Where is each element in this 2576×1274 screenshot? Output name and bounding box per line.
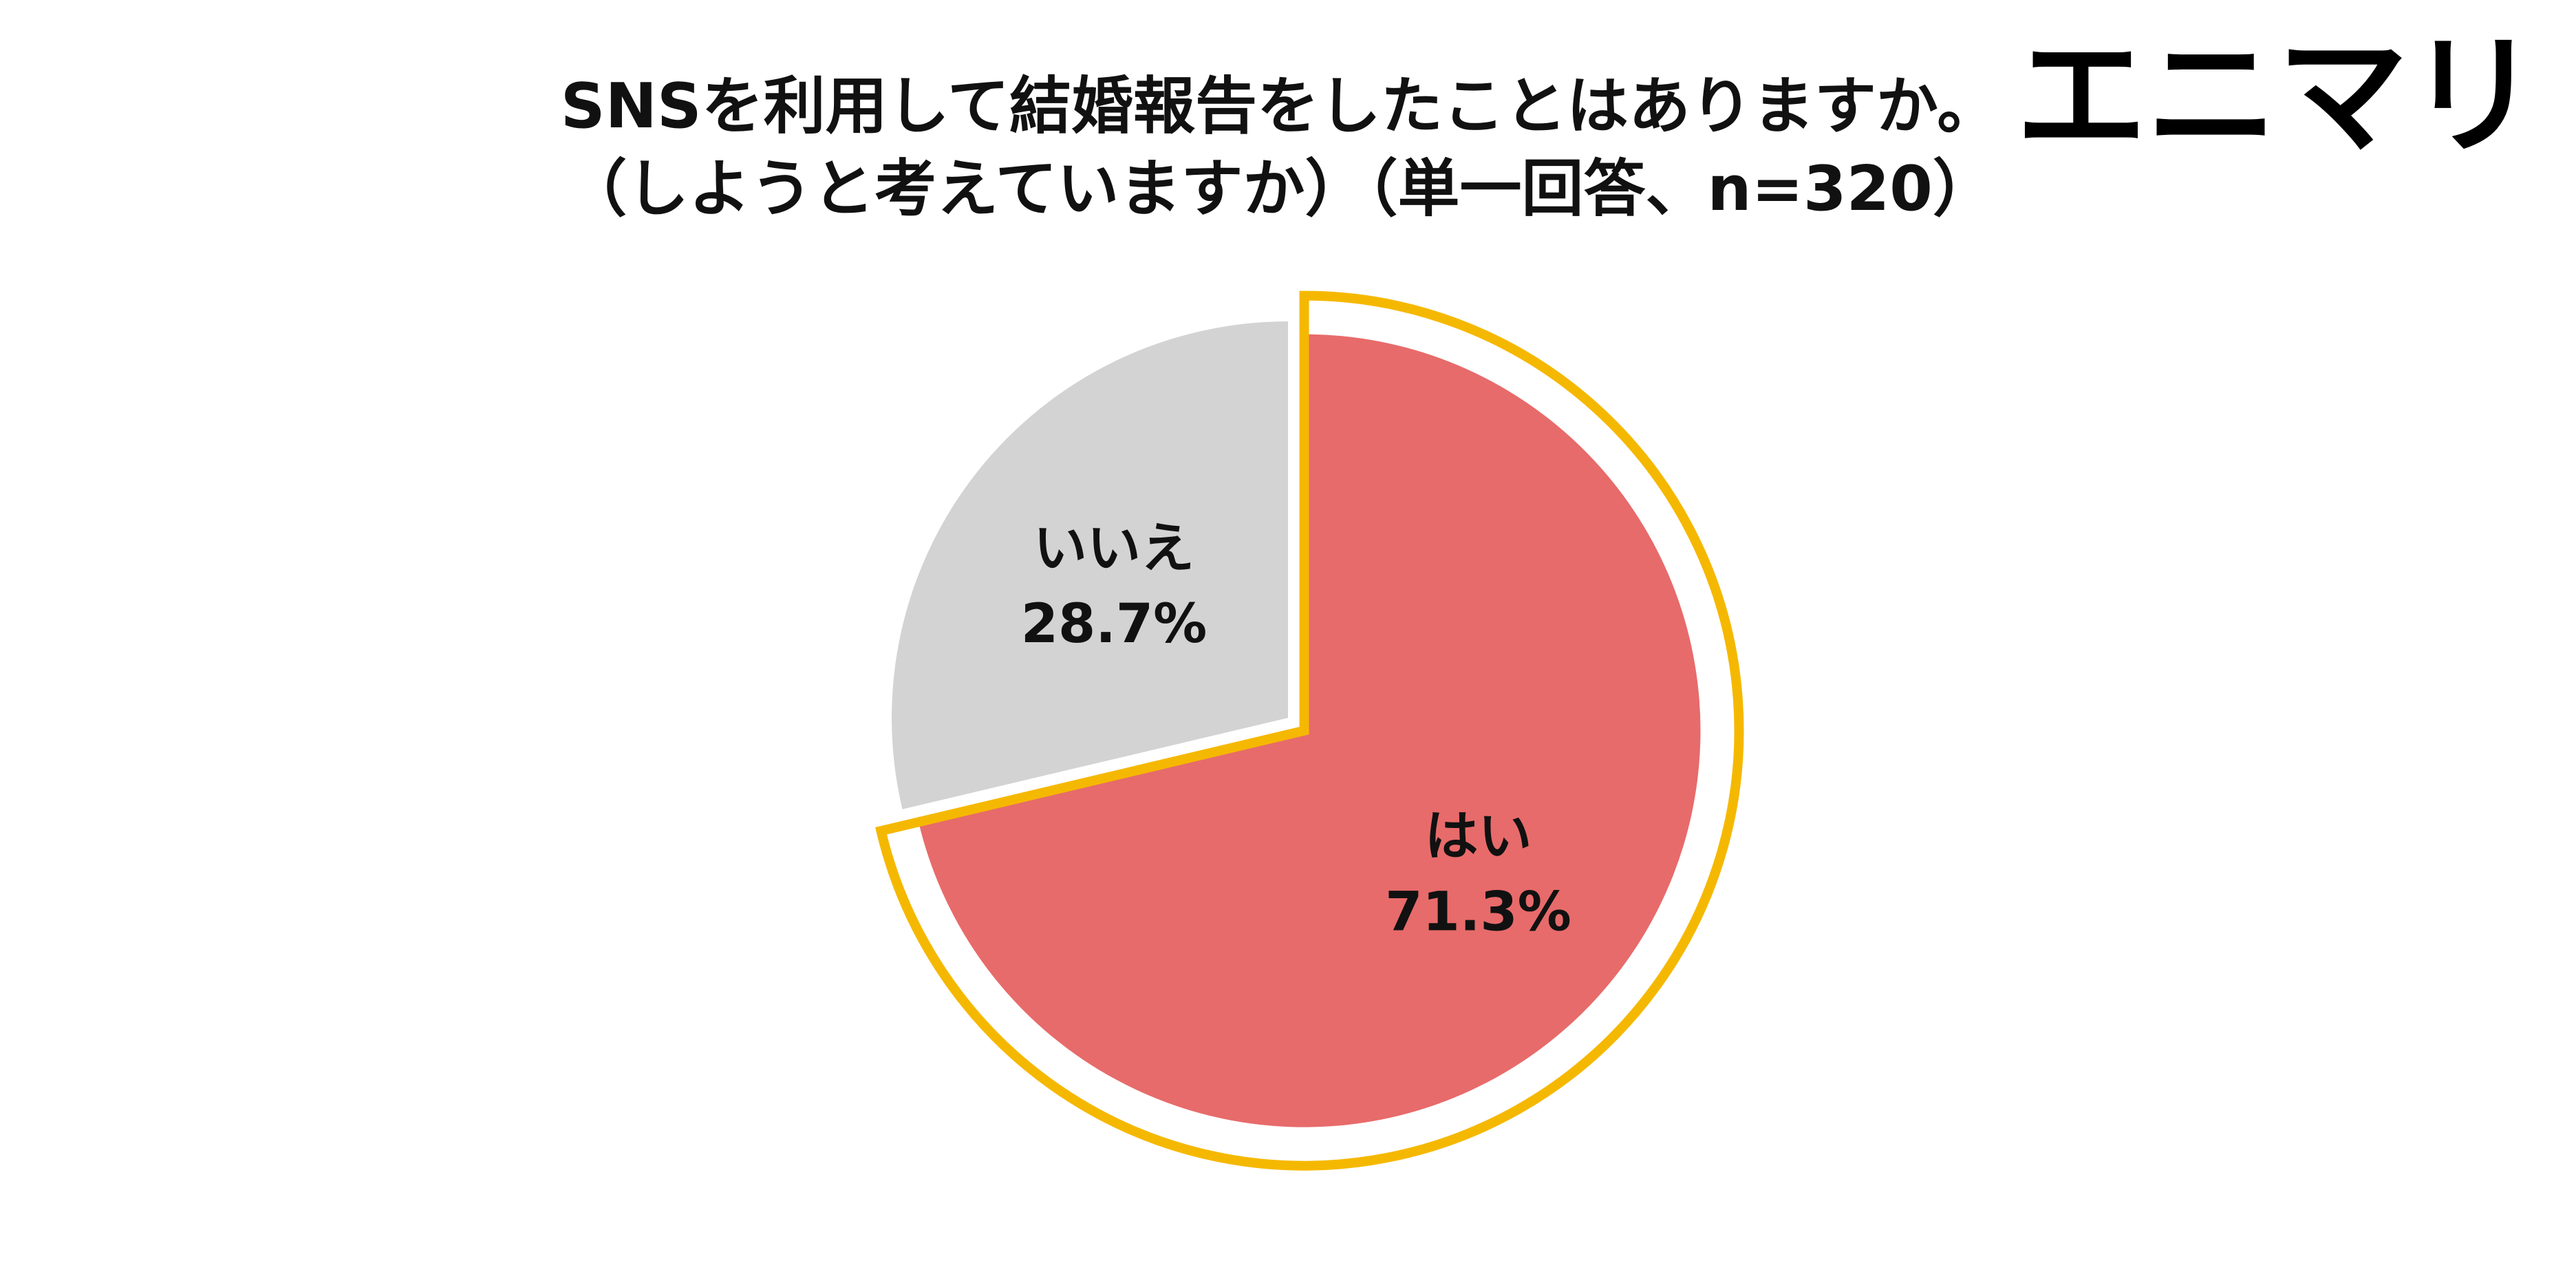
slice-category-label: いいえ (1033, 518, 1194, 580)
chart-title-line2: （しようと考えていますか）（単一回答、n=320） (565, 153, 1995, 225)
brand-logo: エニマリ (2016, 20, 2539, 172)
slice-value-label: 71.3% (1385, 882, 1571, 944)
pie-slice-no (892, 321, 1288, 809)
slice-category-label: はい (1424, 806, 1532, 868)
chart-title-line1: SNSを利用して結婚報告をしたことはありますか。 (561, 70, 1999, 142)
slice-value-label: 28.7% (1021, 593, 1208, 655)
pie-chart: はい 71.3% いいえ 28.7% (875, 290, 1744, 1171)
pie-slice-yes (919, 334, 1701, 1127)
highlight-outline (875, 290, 1744, 1171)
